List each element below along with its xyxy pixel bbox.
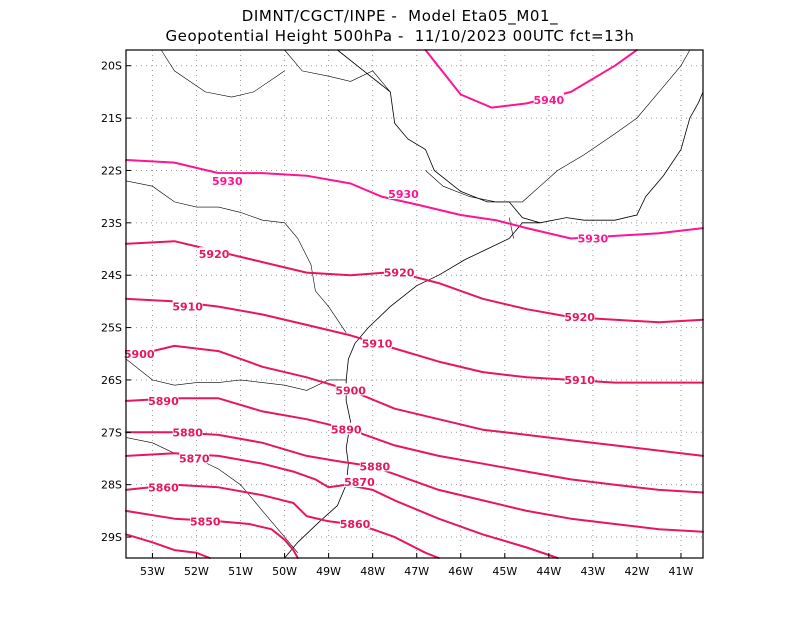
contour-label-bg: [344, 475, 375, 488]
contour-label-bg: [362, 336, 393, 349]
contour-label: 5910: [564, 374, 595, 387]
state-border: [508, 217, 514, 239]
contour-label: 5870: [179, 452, 210, 465]
y-tick-label: 27S: [101, 426, 122, 439]
map-frame: [125, 49, 704, 559]
state-border: [125, 358, 347, 391]
contour-label: 5910: [362, 337, 393, 350]
contour-label: 5860: [148, 481, 179, 494]
y-tick-label: 21S: [101, 112, 122, 125]
x-tick-label: 43W: [580, 565, 605, 578]
contour-5890: [125, 397, 704, 494]
contour-5900: [125, 344, 704, 457]
axis-ticks: 53W 52W 51W 50W 49W 48W 47W 46W 45W 44W 43W 42W 41W 2…: [101, 60, 694, 578]
contour-label-bg: [212, 173, 243, 186]
contour-label: 5860: [340, 518, 371, 531]
map-title-line1: DIMNT/CGCT/INPE - Model Eta05_M01_: [241, 7, 559, 25]
contour-label: 5900: [124, 348, 155, 361]
contour-layer: [125, 49, 704, 559]
x-tick-label: 47W: [404, 565, 429, 578]
contour-label: 5880: [172, 426, 203, 439]
x-tick-label: 50W: [272, 565, 297, 578]
contour-5840: [125, 533, 211, 559]
y-tick-label: 24S: [101, 269, 122, 282]
contour-label: 5850: [190, 515, 221, 528]
contour-label: 5920: [384, 267, 415, 280]
contour-label-bg: [359, 459, 390, 472]
x-tick-label: 53W: [140, 565, 165, 578]
x-tick-label: 51W: [228, 565, 253, 578]
y-tick-label: 20S: [101, 60, 122, 73]
state-border: [284, 49, 391, 93]
contour-label-bg: [564, 372, 595, 385]
contour-label-bg: [384, 265, 415, 278]
contour-label: 5940: [534, 94, 565, 107]
y-tick-label: 28S: [101, 479, 122, 492]
coastline: [337, 49, 704, 224]
state-border: [160, 49, 285, 98]
contour-label: 5920: [564, 311, 595, 324]
contour-label-bg: [564, 310, 595, 323]
y-tick-label: 25S: [101, 322, 122, 335]
map-title-line2: Geopotential Height 500hPa - 11/10/2023 …: [165, 27, 635, 45]
contour-label: 5930: [212, 175, 243, 188]
x-tick-label: 44W: [536, 565, 561, 578]
contour-label-bg: [199, 247, 230, 260]
x-tick-label: 52W: [184, 565, 209, 578]
contour-label: 5870: [344, 476, 375, 489]
contour-label-layer: 5940 5930 5930 5930 5920 5920 5920 5910 5910 5910…: [124, 92, 609, 531]
contour-5910: [125, 297, 704, 384]
y-tick-label: 29S: [101, 531, 122, 544]
x-tick-label: 42W: [624, 565, 649, 578]
contour-label-bg: [533, 92, 564, 105]
contour-5860: [125, 483, 440, 559]
state-border: [425, 49, 691, 203]
y-tick-label: 26S: [101, 374, 122, 387]
contour-5880: [125, 431, 704, 533]
coastline-link: [508, 222, 540, 239]
contour-label-bg: [179, 451, 210, 464]
x-tick-label: 41W: [669, 565, 694, 578]
contour-label: 5920: [199, 248, 230, 261]
contour-label-bg: [190, 514, 221, 527]
contour-label-bg: [335, 383, 366, 396]
contour-label-bg: [331, 422, 362, 435]
contour-5940: [424, 49, 638, 109]
state-border: [125, 180, 347, 333]
coastline-layer: [125, 49, 704, 559]
state-border: [125, 437, 299, 553]
x-tick-label: 46W: [448, 565, 473, 578]
y-tick-label: 22S: [101, 164, 122, 177]
contour-label: 5890: [331, 424, 362, 437]
contour-label: 5880: [360, 460, 391, 473]
contour-label-bg: [172, 425, 203, 438]
contour-label-bg: [388, 187, 419, 200]
contour-label-bg: [148, 393, 179, 406]
contour-label: 5930: [388, 188, 419, 201]
contour-label: 5900: [335, 384, 366, 397]
x-tick-label: 48W: [360, 565, 385, 578]
contour-5870: [125, 452, 559, 559]
contour-label-bg: [148, 480, 179, 493]
contour-label: 5910: [172, 301, 203, 314]
y-tick-label: 23S: [101, 217, 122, 230]
contour-label-bg: [340, 516, 371, 529]
contour-label-bg: [577, 231, 608, 244]
contour-label-bg: [172, 299, 203, 312]
x-tick-label: 49W: [316, 565, 341, 578]
coastline-south: [284, 238, 510, 559]
x-tick-label: 45W: [492, 565, 517, 578]
contour-label: 5890: [148, 395, 179, 408]
contour-label-bg: [124, 346, 155, 359]
contour-label: 5930: [578, 233, 609, 246]
contour-5850: [125, 509, 299, 559]
